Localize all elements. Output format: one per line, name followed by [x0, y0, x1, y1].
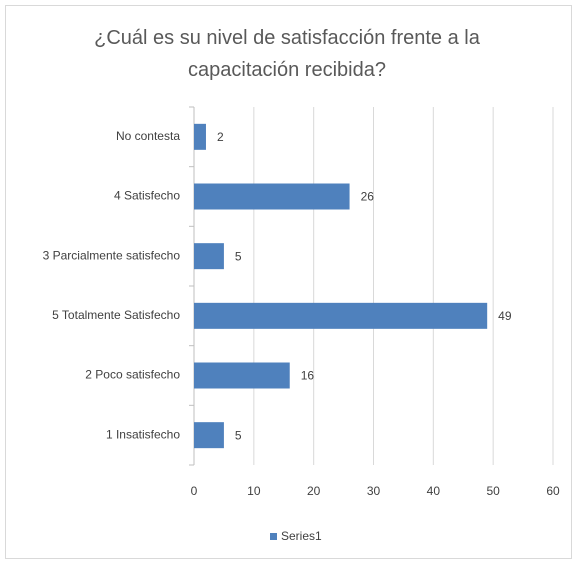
x-tick-label: 30 [367, 484, 381, 498]
x-tick-label: 10 [247, 484, 261, 498]
data-label: 16 [301, 369, 315, 383]
data-label: 5 [235, 428, 242, 442]
y-tick-label: 1 Insatisfecho [106, 427, 180, 441]
y-tick-label: 5 Totalmente Satisfecho [52, 308, 180, 322]
bar [194, 302, 488, 329]
legend-marker [270, 533, 277, 540]
x-tick-label: 60 [546, 484, 560, 498]
bar [194, 422, 224, 449]
x-tick-label: 0 [191, 484, 198, 498]
data-label: 5 [235, 249, 242, 263]
x-tick-label: 50 [486, 484, 500, 498]
legend-label: Series1 [281, 529, 322, 543]
x-tick-label: 20 [307, 484, 321, 498]
bar [194, 362, 290, 389]
y-tick-label: 3 Parcialmente satisfecho [43, 248, 181, 262]
chart-title: ¿Cuál es su nivel de satisfacción frente… [94, 27, 480, 81]
bar [194, 123, 206, 150]
y-tick-label: 4 Satisfecho [114, 189, 180, 203]
y-tick-label: No contesta [116, 129, 180, 143]
data-label: 2 [217, 130, 224, 144]
x-tick-label: 40 [427, 484, 441, 498]
data-label: 49 [498, 309, 512, 323]
chart-border [5, 5, 572, 559]
y-tick-label: 2 Poco satisfecho [85, 368, 180, 382]
bar [194, 243, 224, 270]
bar [194, 183, 350, 210]
data-label: 26 [361, 190, 375, 204]
